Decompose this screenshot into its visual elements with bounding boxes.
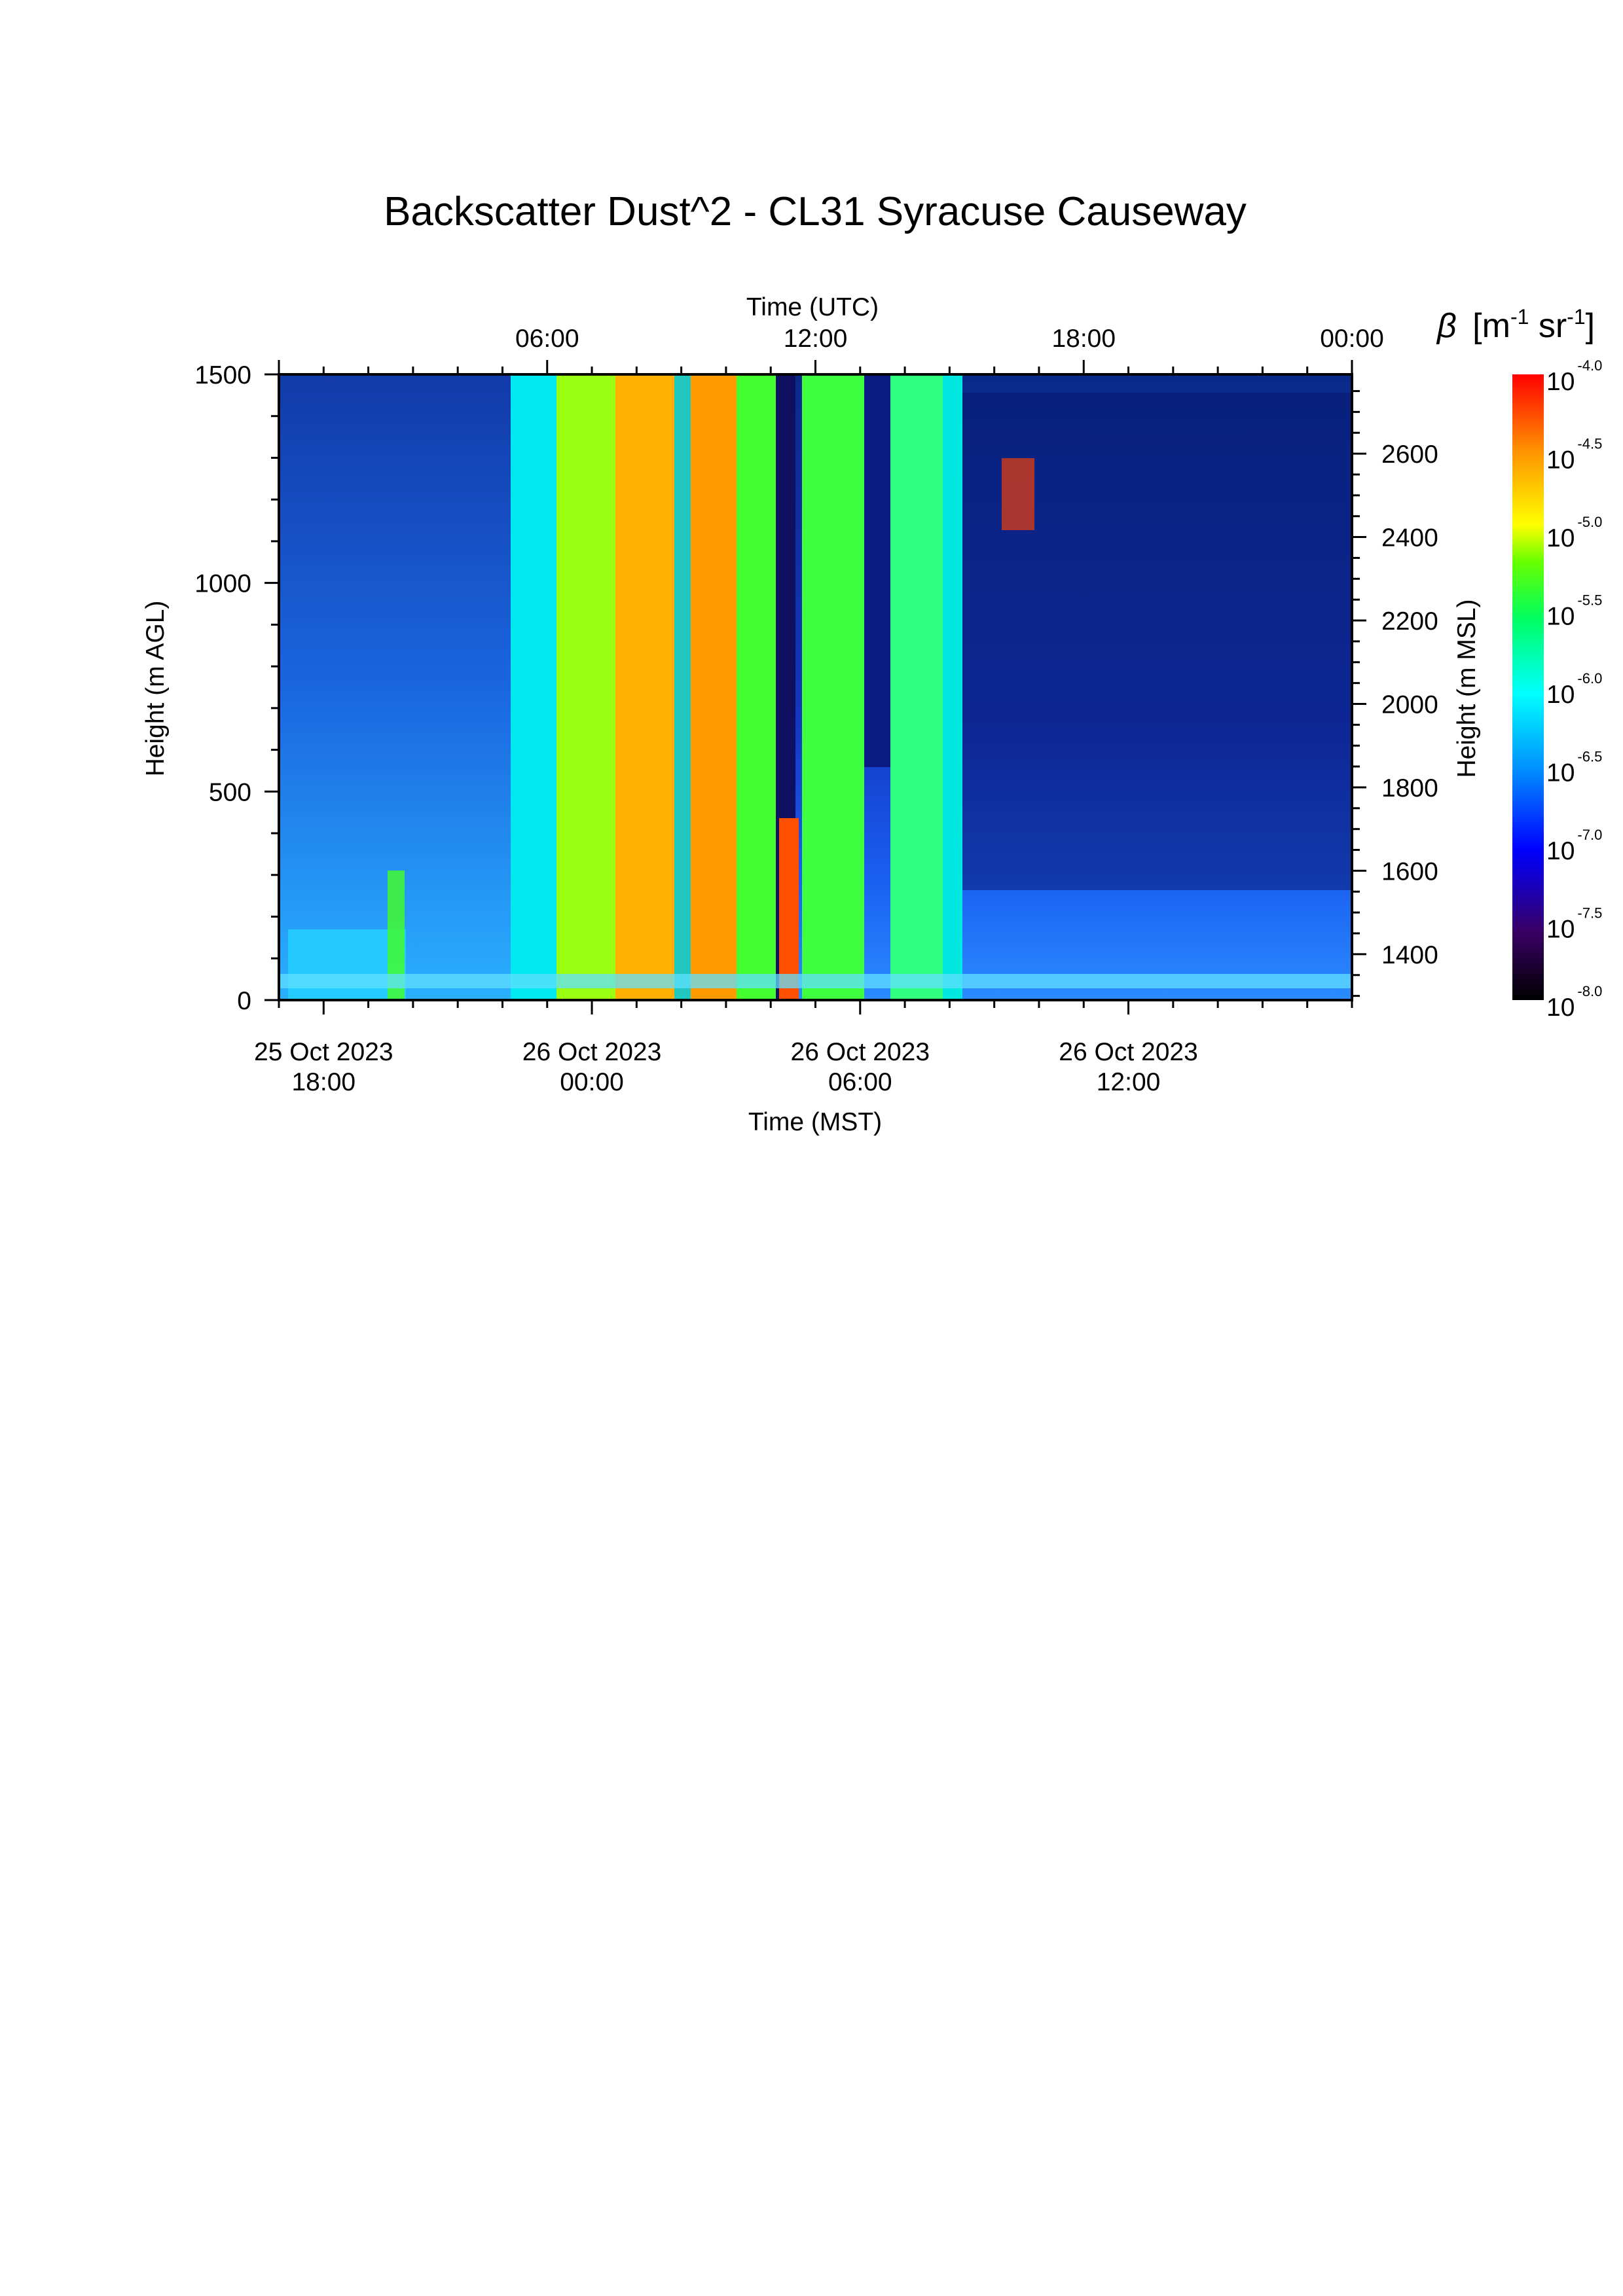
heatmap-band-green-2: [802, 374, 864, 1000]
y-left-tick-label: 1000: [194, 570, 251, 598]
heatmap-band-cyan-edge-right: [943, 374, 962, 1000]
colorbar-tick-label: 10-5.0: [1546, 514, 1602, 552]
colorbar: [1512, 374, 1544, 1000]
x-bottom-tick-date: 26 Oct 2023: [1059, 1038, 1197, 1066]
heatmap-red-patch: [1002, 458, 1034, 530]
heatmap-band-green-1: [737, 374, 776, 1000]
x-top-tick-label: 06:00: [515, 325, 579, 353]
y-right-tick-label: 2000: [1381, 691, 1438, 719]
colorbar-tick-base: 10: [1546, 368, 1575, 396]
colorbar-tick-exponent: -5.5: [1577, 592, 1602, 609]
y-left-tick-label: 0: [237, 987, 251, 1015]
heatmap-band-orange-1: [615, 374, 674, 1000]
x-top-tick-label: 12:00: [784, 325, 848, 353]
y-right-axis-label: Height (m MSL): [1453, 599, 1481, 778]
x-top-tick-label: 18:00: [1051, 325, 1116, 353]
colorbar-tick-exponent: -4.5: [1577, 436, 1602, 452]
colorbar-tick-exponent: -4.0: [1577, 357, 1602, 374]
colorbar-tick-exponent: -7.0: [1577, 827, 1602, 843]
heatmap-band-dark-1: [674, 374, 691, 1000]
heatmap-band-orange-2: [691, 374, 737, 1000]
colorbar-tick-base: 10: [1546, 916, 1575, 944]
colorbar-tick-base: 10: [1546, 524, 1575, 552]
x-top-axis-label: Time (UTC): [746, 293, 879, 321]
y-left-tick-label: 500: [209, 778, 251, 806]
colorbar-tick-exponent: -6.5: [1577, 749, 1602, 765]
colorbar-ticks: 10-4.010-4.510-5.010-5.510-6.010-6.510-7…: [1546, 357, 1602, 1022]
colorbar-tick-label: 10-5.5: [1546, 592, 1602, 631]
y-right-tick-label: 1800: [1381, 774, 1438, 802]
colorbar-tick-exponent: -8.0: [1577, 983, 1602, 999]
colorbar-tick-base: 10: [1546, 603, 1575, 631]
colorbar-tick-label: 10-4.0: [1546, 357, 1602, 396]
colorbar-tick-label: 10-8.0: [1546, 983, 1602, 1022]
colorbar-tick-label: 10-4.5: [1546, 436, 1602, 475]
heatmap-band-yellow-1: [556, 374, 615, 1000]
colorbar-tick-exponent: -7.5: [1577, 905, 1602, 922]
colorbar-tick-base: 10: [1546, 681, 1575, 709]
colorbar-tick-base: 10: [1546, 837, 1575, 865]
colorbar-tick-base: 10: [1546, 759, 1575, 787]
y-right-tick-label: 2200: [1381, 607, 1438, 636]
colorbar-tick-label: 10-6.5: [1546, 749, 1602, 787]
y-left-axis-label: Height (m AGL): [141, 601, 170, 777]
x-bottom-tick-time: 00:00: [560, 1068, 624, 1096]
x-bottom-axis-label: Time (MST): [748, 1108, 882, 1136]
colorbar-beta-symbol: β: [1436, 307, 1457, 345]
colorbar-tick-base: 10: [1546, 994, 1575, 1022]
y-right-tick-label: 2600: [1381, 440, 1438, 469]
heatmap-band-orange-3: [779, 818, 799, 1000]
y-right-tick-label: 1600: [1381, 857, 1438, 886]
colorbar-tick-label: 10-7.5: [1546, 905, 1602, 944]
y-left-tick-label: 1500: [194, 361, 251, 389]
colorbar-tick-label: 10-7.0: [1546, 827, 1602, 865]
y-right-tick-label: 1400: [1381, 941, 1438, 969]
colorbar-tick-exponent: -5.0: [1577, 514, 1602, 530]
x-bottom-tick-time: 18:00: [291, 1068, 356, 1096]
colorbar-label: β [m-1 sr-1]: [1436, 305, 1595, 345]
y-left-axis: 0 500 1000 1500: [194, 361, 279, 1015]
x-bottom-tick-date: 26 Oct 2023: [522, 1038, 661, 1066]
colorbar-units: [m: [1472, 307, 1510, 345]
heatmap-plot-area: [279, 374, 1352, 1000]
x-top-axis: 06:00 12:00 18:00 00:00: [278, 325, 1384, 374]
y-right-tick-label: 2400: [1381, 524, 1438, 552]
x-bottom-tick-time: 06:00: [828, 1068, 892, 1096]
y-right-axis: 1400 1600 1800 2000 2200 2400 2600: [1352, 389, 1438, 997]
heatmap-ground-band: [279, 974, 1352, 988]
x-bottom-tick-time: 12:00: [1097, 1068, 1161, 1096]
colorbar-tick-label: 10-6.0: [1546, 670, 1602, 709]
chart-title: Backscatter Dust^2 - CL31 Syracuse Cause…: [384, 189, 1247, 234]
colorbar-tick-base: 10: [1546, 446, 1575, 475]
x-top-tick-label: 00:00: [1320, 325, 1384, 353]
x-bottom-tick-date: 25 Oct 2023: [254, 1038, 393, 1066]
heatmap-band-cyan-edge-left: [511, 374, 556, 1000]
x-bottom-tick-date: 26 Oct 2023: [791, 1038, 930, 1066]
colorbar-tick-exponent: -6.0: [1577, 670, 1602, 687]
heatmap-band-dark-3: [864, 374, 890, 767]
